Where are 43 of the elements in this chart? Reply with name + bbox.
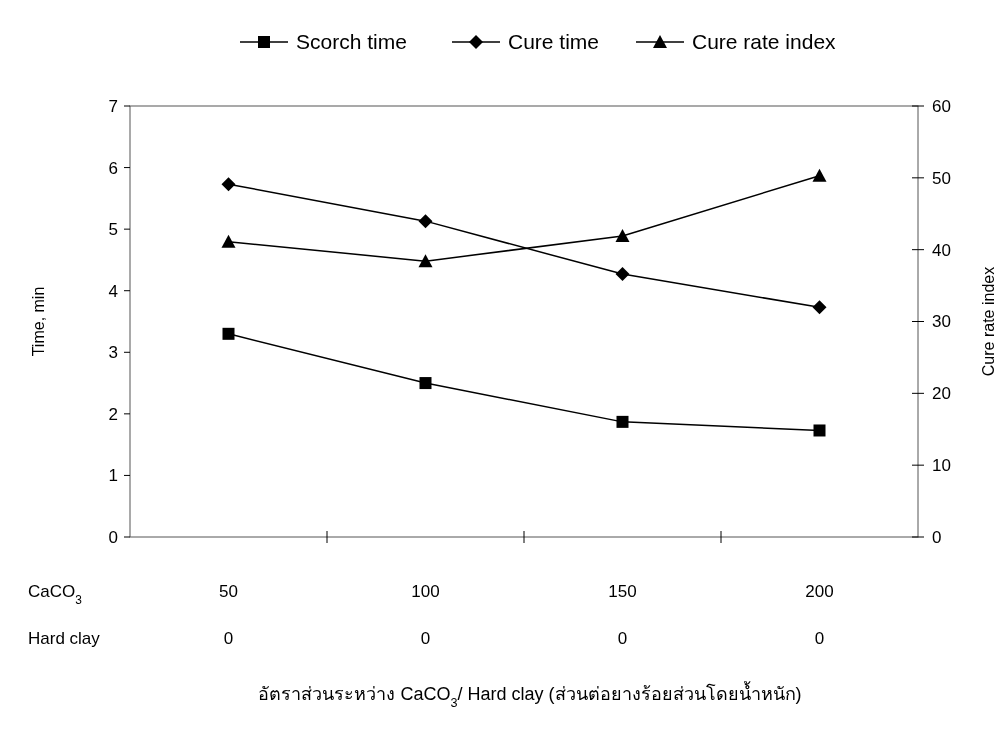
y2-tick-label: 30 [932, 312, 951, 332]
y-tick-label: 7 [108, 96, 118, 116]
point [616, 415, 629, 428]
y-tick-label: 4 [108, 281, 118, 301]
y2-axis-title: Cure rate index [980, 266, 997, 377]
x-axis-title: อัตราส่วนระหว่าง CaCO$_{3}$/ Hard clay (ส่วนต่อยางร้อยส่วนโดยน้ำหนัก) [258, 681, 802, 710]
y2-tick-label: 40 [932, 240, 951, 260]
text: Hard clay [28, 629, 101, 648]
text: CaCO$_{3}$ [28, 582, 83, 607]
legend-label: Cure rate index [692, 30, 837, 54]
point [615, 267, 630, 282]
point [419, 377, 432, 390]
y-tick-label: 6 [108, 158, 118, 178]
x-tick-label: 100 [411, 582, 440, 601]
point [812, 300, 827, 315]
y2-tick-label: 10 [932, 456, 951, 476]
text: 0 [223, 629, 234, 648]
text: 0 [617, 629, 628, 648]
legend-label: Cure time [508, 30, 600, 54]
y-axis-title: Time, min [30, 286, 47, 357]
x-tick-label: 150 [608, 582, 637, 601]
y-tick-label: 3 [108, 343, 118, 363]
y-tick-label: 1 [108, 466, 118, 486]
point [418, 254, 433, 268]
y-tick-label: 0 [108, 527, 118, 547]
y-tick-label: 5 [108, 220, 118, 240]
y2-tick-label: 50 [932, 168, 951, 188]
y-tick-label: 2 [108, 404, 118, 424]
y2-tick-label: 60 [932, 96, 951, 116]
point [221, 177, 236, 192]
point [812, 168, 827, 182]
point [418, 214, 433, 229]
text: 0 [814, 629, 825, 648]
point [221, 234, 236, 248]
point [813, 424, 826, 437]
y2-tick-label: 0 [932, 527, 942, 547]
x-tick-label: 50 [219, 582, 238, 601]
text: 0 [420, 629, 431, 648]
x-tick-label: 200 [805, 582, 834, 601]
point [222, 327, 235, 340]
y2-tick-label: 20 [932, 384, 951, 404]
legend-label: Scorch time [296, 30, 407, 54]
point [615, 229, 630, 243]
